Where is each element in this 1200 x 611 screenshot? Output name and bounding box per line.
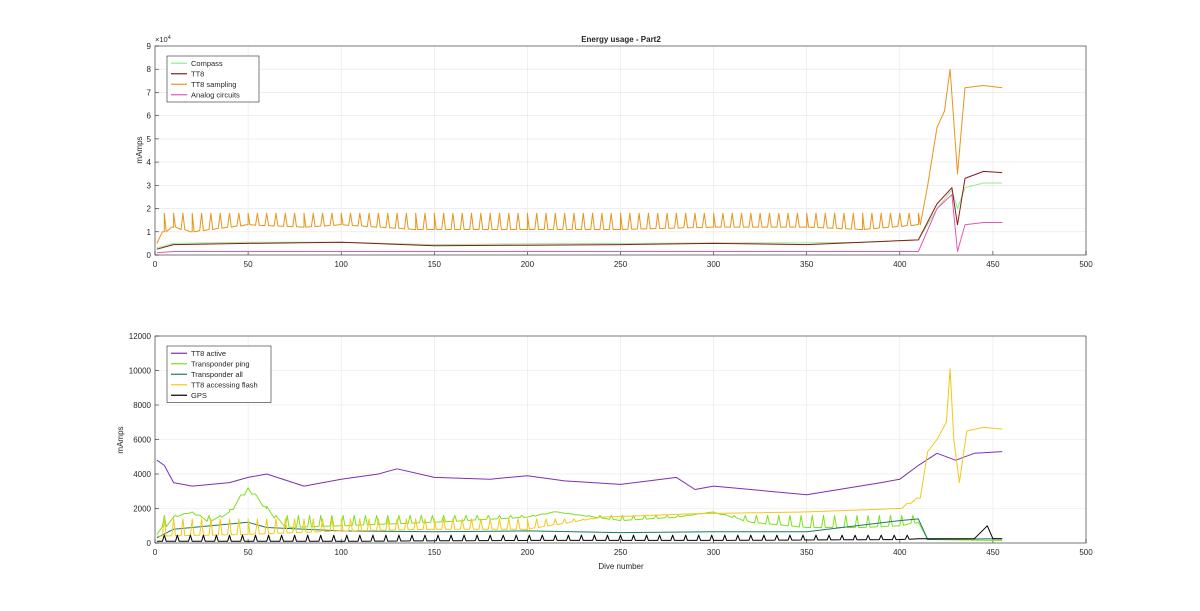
x-tick-label: 500 bbox=[1079, 548, 1093, 557]
top-x-tick-labels: 0 50 100 150 200 250 300 350 400 450 500 bbox=[153, 260, 1093, 269]
bottom-series-line-4 bbox=[156, 525, 1003, 542]
x-tick-label: 50 bbox=[244, 260, 253, 269]
top-series-line-2 bbox=[156, 68, 1003, 244]
legend-label: Analog circuits bbox=[191, 91, 240, 100]
top-series-line-1 bbox=[156, 170, 1003, 250]
bottom-series-lines bbox=[156, 368, 1003, 542]
y-tick-label: 6000 bbox=[133, 436, 151, 445]
top-plot-frame bbox=[154, 45, 1087, 256]
y-tick-label: 0 bbox=[147, 539, 152, 548]
x-tick-label: 150 bbox=[428, 260, 442, 269]
y-tick-label: 7 bbox=[147, 88, 152, 97]
y-tick-label: 4 bbox=[147, 158, 152, 167]
top-y-multiplier: ×104 bbox=[155, 35, 171, 44]
y-tick-label: 2000 bbox=[133, 505, 151, 514]
y-tick-label: 2 bbox=[147, 205, 152, 214]
top-axes: 0 50 100 150 200 250 300 350 400 450 500 0 1 2 3 4 5 6 7 8… bbox=[135, 35, 1093, 269]
x-tick-label: 400 bbox=[893, 548, 907, 557]
bottom-plot-frame bbox=[154, 335, 1087, 544]
bottom-y-tick-labels: 0 2000 4000 6000 8000 10000 12000 bbox=[129, 332, 152, 548]
legend-label: Compass bbox=[191, 59, 223, 68]
y-tick-label: 9 bbox=[147, 42, 152, 51]
x-tick-label: 500 bbox=[1079, 260, 1093, 269]
x-tick-label: 300 bbox=[707, 548, 721, 557]
x-tick-label: 250 bbox=[614, 260, 628, 269]
x-tick-label: 200 bbox=[521, 260, 535, 269]
y-tick-label: 0 bbox=[147, 251, 152, 260]
x-tick-label: 450 bbox=[986, 260, 1000, 269]
legend-label: TT8 bbox=[191, 70, 204, 79]
legend-label: Transponder all bbox=[191, 370, 243, 379]
x-tick-label: 400 bbox=[893, 260, 907, 269]
x-tick-label: 250 bbox=[614, 548, 628, 557]
bottom-series-line-1 bbox=[156, 487, 1003, 541]
x-tick-label: 450 bbox=[986, 548, 1000, 557]
y-tick-label: 3 bbox=[147, 181, 152, 190]
y-tick-label: 8 bbox=[147, 65, 152, 74]
y-tick-label: 6 bbox=[147, 112, 152, 121]
legend-label: TT8 active bbox=[191, 349, 226, 358]
bottom-y-axis-label: mAmps bbox=[116, 426, 125, 453]
x-tick-label: 150 bbox=[428, 548, 442, 557]
top-y-axis-label: mAmps bbox=[135, 136, 144, 163]
x-tick-label: 300 bbox=[707, 260, 721, 269]
y-tick-label: 4000 bbox=[133, 470, 151, 479]
top-series-lines bbox=[156, 68, 1003, 254]
bottom-x-axis-label: Dive number bbox=[598, 562, 644, 571]
x-tick-label: 100 bbox=[335, 548, 349, 557]
y-tick-label: 8000 bbox=[133, 401, 151, 410]
top-y-tick-labels: 0 1 2 3 4 5 6 7 8 9 bbox=[147, 42, 152, 260]
bottom-axes: 0 50 100 150 200 250 300 350 400 450 500 0 2000 4000… bbox=[116, 332, 1093, 571]
y-tick-label: 12000 bbox=[129, 332, 152, 341]
bottom-x-tick-labels: 0 50 100 150 200 250 300 350 400 450 500 bbox=[153, 548, 1093, 557]
y-tick-label: 10000 bbox=[129, 367, 152, 376]
bottom-series-line-3 bbox=[156, 368, 1003, 537]
x-tick-label: 350 bbox=[800, 548, 814, 557]
figure-title: Energy usage - Part2 bbox=[581, 35, 661, 44]
bottom-series-line-0 bbox=[156, 451, 1003, 496]
legend-label: Transponder ping bbox=[191, 360, 250, 369]
y-tick-label: 1 bbox=[147, 228, 152, 237]
legend-label: TT8 accessing flash bbox=[191, 381, 258, 390]
x-tick-label: 350 bbox=[800, 260, 814, 269]
x-tick-label: 50 bbox=[244, 548, 253, 557]
bottom-series-line-2 bbox=[156, 518, 1003, 540]
legend-label: GPS bbox=[191, 391, 207, 400]
x-tick-label: 100 bbox=[335, 260, 349, 269]
legend-label: TT8 sampling bbox=[191, 80, 236, 89]
y-tick-label: 5 bbox=[147, 135, 152, 144]
x-tick-label: 200 bbox=[521, 548, 535, 557]
x-tick-label: 0 bbox=[153, 260, 158, 269]
top-series-line-3 bbox=[156, 194, 1003, 254]
x-tick-label: 0 bbox=[153, 548, 158, 557]
